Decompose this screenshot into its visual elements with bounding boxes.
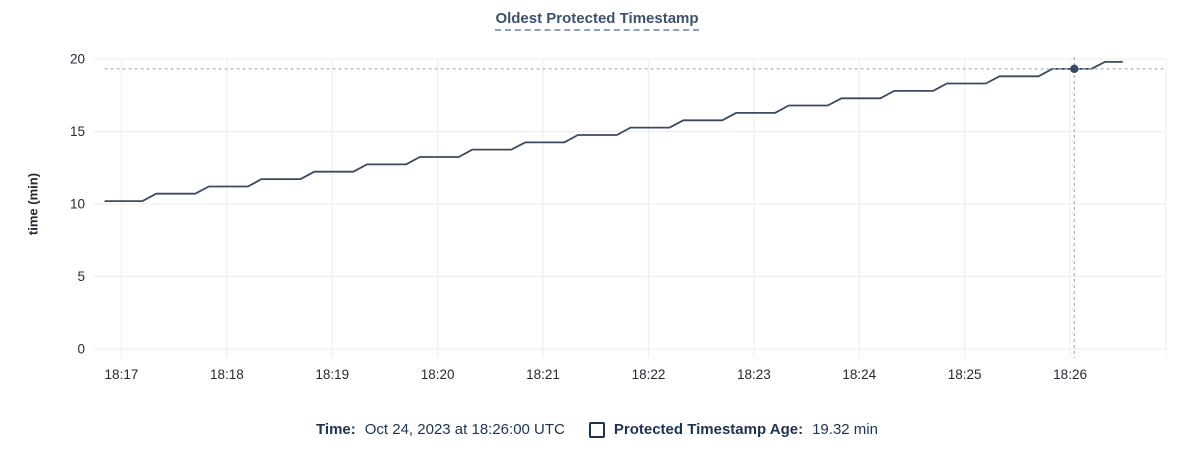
y-tick-label: 10 [70,197,85,212]
x-tick-label: 18:25 [948,367,982,382]
hovered-data-point-marker [1070,64,1079,74]
y-tick-label: 5 [77,269,85,284]
legend-checkbox[interactable] [588,421,605,438]
time-value: Oct 24, 2023 at 18:26:00 UTC [364,421,565,438]
x-tick-label: 18:17 [105,367,139,382]
chart-title-row: Oldest Protected Timestamp [0,10,1194,31]
chart-title[interactable]: Oldest Protected Timestamp [495,10,699,31]
x-tick-label: 18:20 [421,367,455,382]
x-tick-label: 18:18 [210,367,244,382]
time-label: Time: [316,421,356,438]
series-line-protected-timestamp-age [104,61,1123,203]
y-tick-label: 0 [77,342,85,357]
y-tick-label: 20 [70,52,85,67]
x-tick-label: 18:24 [842,367,876,382]
legend-item-protected-timestamp-age[interactable]: Protected Timestamp Age: 19.32 min [588,421,878,438]
legend-series-value: 19.32 min [812,421,878,438]
x-tick-label: 18:26 [1053,367,1087,382]
x-tick-label: 18:19 [315,367,349,382]
y-tick-label: 15 [70,124,85,139]
hover-time-readout: Time: Oct 24, 2023 at 18:26:00 UTC [316,421,565,438]
x-tick-label: 18:23 [737,367,771,382]
legend-series-label: Protected Timestamp Age: [613,421,804,438]
x-tick-label: 18:21 [526,367,560,382]
x-tick-label: 18:22 [632,367,666,382]
y-axis-title: time (min) [25,172,41,236]
chart-footer-legend: Time: Oct 24, 2023 at 18:26:00 UTC Prote… [0,421,1194,438]
